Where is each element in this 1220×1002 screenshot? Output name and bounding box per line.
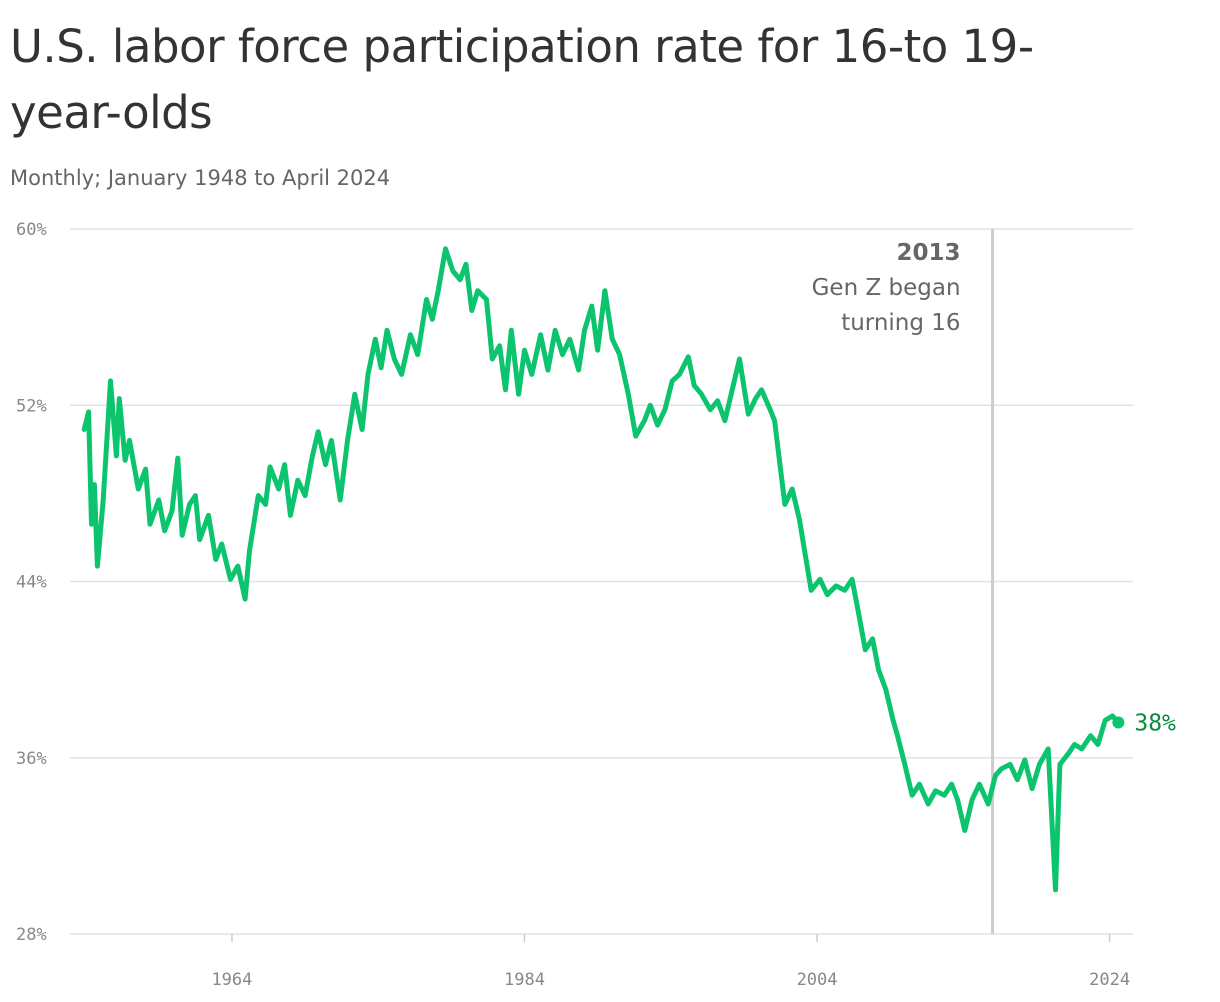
data-line (81, 246, 1121, 893)
x-tick-label: 2024 (1089, 970, 1130, 990)
x-tick-label: 1964 (211, 970, 252, 990)
y-tick-label: 44% (16, 573, 47, 593)
y-tick-label: 52% (16, 396, 47, 416)
chart-title: U.S. labor force participation rate for … (10, 20, 1034, 139)
end-dot (1112, 716, 1125, 729)
annotation-title: 2013 (897, 240, 961, 266)
y-tick-label: 60% (16, 220, 47, 240)
x-tick-label: 1984 (504, 970, 545, 990)
x-tick-label: 2004 (797, 970, 838, 990)
end-label: 38% (1134, 711, 1176, 737)
chart-subtitle: Monthly; January 1948 to April 2024 (10, 166, 391, 190)
y-tick-label: 28% (16, 925, 47, 945)
annotation-text: Gen Z began (812, 275, 961, 301)
y-tick-label: 36% (16, 749, 47, 769)
annotation-text: turning 16 (841, 310, 960, 336)
